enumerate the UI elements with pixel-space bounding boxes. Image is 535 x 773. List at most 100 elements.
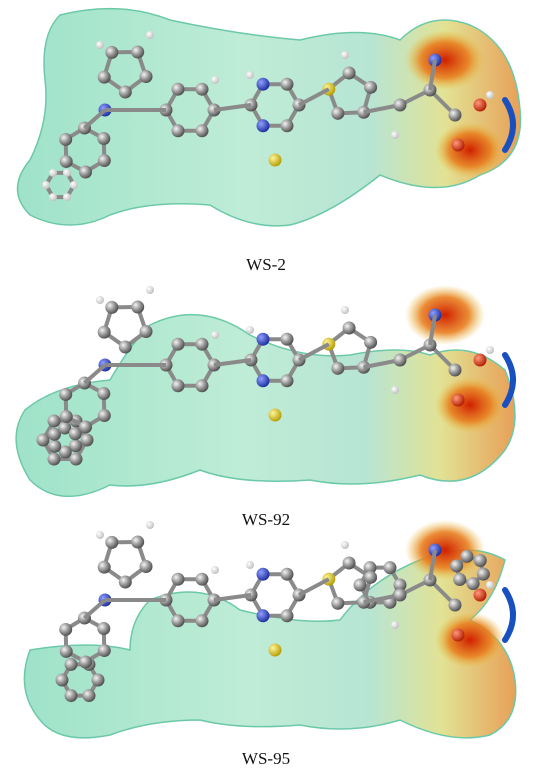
atom [331,107,344,120]
atom [246,71,254,79]
atom [211,331,219,339]
bond [84,600,105,618]
atom [257,609,270,622]
atom [37,434,50,447]
atom [98,154,111,167]
atom [42,181,50,189]
atom [196,83,209,96]
atom [449,109,462,122]
atom [119,85,132,98]
molecule-ws-92 [16,285,515,496]
atom [486,581,494,589]
atom [196,573,209,586]
atom [97,622,110,635]
atom [477,568,490,581]
atom [131,301,144,314]
atom [460,550,473,563]
atom [48,414,61,427]
atom [105,301,118,314]
negative-region [435,122,505,178]
atom [60,410,73,423]
atom [449,364,462,377]
negative-region [435,612,505,668]
atom [331,597,344,610]
atom [172,379,185,392]
atom [59,133,72,146]
atom [343,557,356,570]
atom [70,453,83,466]
atom [146,286,154,294]
atom [172,338,185,351]
atom [246,561,254,569]
atom [98,561,111,574]
figure: WS-2 WS-92 WS-95 [0,0,535,773]
atom [119,575,132,588]
atom [364,571,377,584]
atom [474,589,487,602]
atom [257,333,270,346]
atom [97,387,110,400]
atom [384,561,397,574]
atom [449,599,462,612]
atom [257,78,270,91]
atom [140,325,153,338]
negative-region [405,285,485,345]
page: WS-2 WS-92 WS-95 (() => { const data = J… [0,0,535,773]
atom [59,388,72,401]
atom [59,623,72,636]
atom [211,76,219,84]
atom [474,99,487,112]
atom [331,362,344,375]
atom [172,83,185,96]
atom [486,91,494,99]
positive-edge [505,590,513,640]
atom [48,440,61,453]
atom [92,674,105,687]
atom [131,536,144,549]
bond [299,579,329,595]
atom [65,689,78,702]
atom [196,379,209,392]
atom [364,336,377,349]
atom [60,155,73,168]
atom [96,531,104,539]
figure-label: WS-95 [242,749,290,768]
atom [452,139,465,152]
atom [467,577,480,590]
atom [394,354,407,367]
atom [105,536,118,549]
atom [65,658,78,671]
figure-label: WS-2 [246,255,286,274]
atom [79,655,92,668]
atom [196,338,209,351]
atom [453,573,466,586]
atom [140,70,153,83]
atom [97,132,110,145]
atom [81,434,94,447]
atom [246,326,254,334]
atom [49,193,57,201]
atom [281,609,294,622]
atom [98,409,111,422]
atom [96,41,104,49]
negative-region [405,520,485,580]
atom [146,31,154,39]
atom [341,541,349,549]
atom [257,568,270,581]
molecule-ws-2 [18,9,521,226]
negative-region [435,377,505,433]
atom [364,81,377,94]
atom [196,614,209,627]
atom [211,566,219,574]
atom [105,46,118,59]
atom [172,124,185,137]
atom [281,78,294,91]
atom [281,374,294,387]
atom [257,374,270,387]
atom [269,409,282,422]
atom [257,119,270,132]
atom [281,333,294,346]
atom [49,169,57,177]
atom [196,124,209,137]
atom [172,573,185,586]
